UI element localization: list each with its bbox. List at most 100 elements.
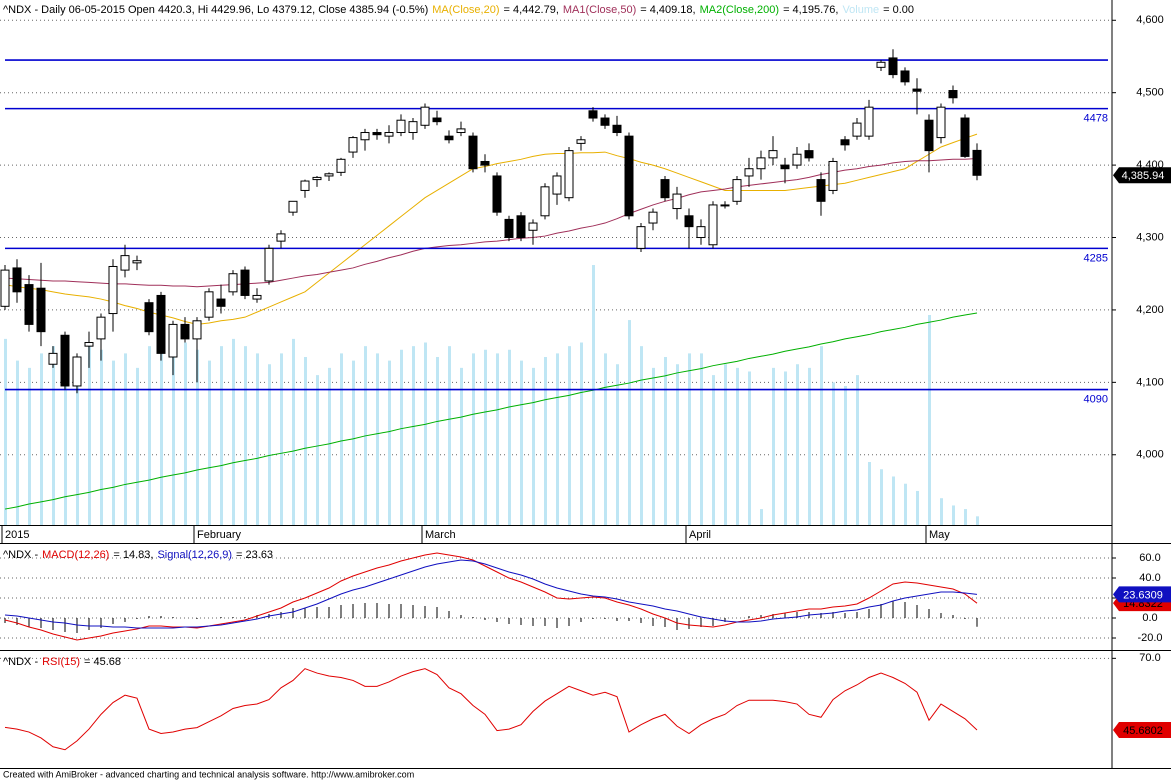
candle-body: [864, 106, 874, 137]
candle-body: [408, 121, 418, 134]
volume-bar: [136, 367, 139, 525]
volume-bar: [628, 320, 631, 525]
legend-value: = 4,442.79,: [504, 4, 559, 16]
candle-body: [624, 135, 634, 217]
value-label: 45.6802: [1123, 725, 1163, 737]
candle-body: [456, 128, 466, 134]
y-tick-label: 60.0: [1139, 552, 1160, 564]
volume-bar: [208, 360, 211, 525]
volume-bar: [844, 385, 847, 525]
pane-header: ^NDX - RSI(15) = 45.68: [3, 656, 121, 668]
volume-bar: [424, 342, 427, 525]
level-label: 4090: [1084, 393, 1108, 405]
legend-value: = 14.83,: [113, 549, 153, 561]
candle-body: [336, 158, 346, 173]
candle-body: [252, 294, 262, 300]
candle-body: [156, 294, 166, 354]
volume-bar: [556, 353, 559, 525]
legend-value: = 4,195.76,: [783, 4, 838, 16]
candle-body: [780, 164, 790, 170]
volume-bar: [580, 342, 583, 525]
volume-bar: [520, 360, 523, 525]
header-title: ^NDX -: [3, 549, 38, 561]
candle-body: [324, 173, 334, 177]
y-tick-label: 4,000: [1136, 449, 1164, 461]
volume-bar: [316, 375, 319, 525]
legend-name: RSI(15): [42, 656, 80, 668]
volume-bar: [340, 353, 343, 525]
volume-bar: [856, 375, 859, 525]
volume-bar: [568, 346, 571, 525]
candle-body: [924, 119, 934, 152]
candle-body: [120, 255, 130, 271]
volume-bar: [892, 476, 895, 525]
volume-bar: [664, 357, 667, 525]
volume-bar: [184, 342, 187, 525]
volume-bar: [244, 346, 247, 525]
y-tick-label: -20.0: [1137, 632, 1162, 644]
volume-bar: [196, 349, 199, 525]
candle-body: [168, 323, 178, 358]
line-series: [4, 668, 978, 751]
candle-body: [312, 176, 322, 181]
legend-name: MACD(12,26): [42, 549, 109, 561]
header-title: ^NDX - Daily 06-05-2015 Open 4420.3, Hi …: [3, 4, 428, 16]
candle-body: [372, 132, 382, 136]
volume-bar: [484, 349, 487, 525]
candle-body: [516, 215, 526, 239]
volume-bar: [172, 331, 175, 525]
candle-body: [852, 122, 862, 137]
candle-body: [876, 61, 886, 68]
y-tick-label: 4,300: [1136, 231, 1164, 243]
volume-bar: [724, 364, 727, 525]
value-box: [1113, 722, 1171, 739]
candle-body: [48, 352, 58, 365]
volume-bar: [904, 483, 907, 525]
volume-bar: [880, 469, 883, 525]
volume-bar: [328, 367, 331, 525]
volume-bar: [220, 346, 223, 525]
volume-bar: [88, 346, 91, 525]
candle-body: [60, 334, 70, 387]
volume-bar: [64, 367, 67, 525]
legend-name: Signal(12,26,9): [157, 549, 232, 561]
footer: Created with AmiBroker - advanced charti…: [3, 769, 414, 779]
level-label: 4285: [1084, 252, 1108, 264]
legend-value: = 4,409.18,: [640, 4, 695, 16]
volume-bar: [832, 382, 835, 525]
candle-body: [144, 302, 154, 333]
candle-body: [300, 180, 310, 191]
volume-bar: [148, 346, 151, 525]
volume-bar: [940, 498, 943, 525]
pane-header: ^NDX - Daily 06-05-2015 Open 4420.3, Hi …: [3, 4, 914, 16]
candle-body: [24, 284, 34, 325]
candle-body: [540, 186, 550, 217]
volume-bar: [688, 353, 691, 525]
candle-body: [552, 175, 562, 195]
volume-bar: [616, 364, 619, 525]
candle-body: [960, 117, 970, 157]
candle-body: [192, 320, 202, 340]
candle-body: [564, 150, 574, 199]
candle-body: [384, 132, 394, 137]
volume-bar: [640, 346, 643, 525]
candle-body: [972, 149, 982, 176]
line-series: [4, 157, 978, 288]
x-tick-label: March: [425, 529, 456, 541]
candle-body: [936, 106, 946, 139]
candle-body: [804, 150, 814, 159]
volume-bar: [16, 360, 19, 525]
candle-body: [744, 168, 754, 177]
candle-body: [180, 323, 190, 340]
y-tick-label: 70.0: [1139, 652, 1160, 664]
volume-bar: [352, 360, 355, 525]
candle-body: [756, 157, 766, 170]
legend-value: = 45.68: [84, 656, 121, 668]
candle-body: [900, 70, 910, 83]
candle-body: [96, 316, 106, 340]
volume-bar: [952, 505, 955, 525]
volume-bar: [736, 367, 739, 525]
volume-bar: [124, 353, 127, 525]
candle-body: [0, 269, 10, 307]
candle-body: [840, 139, 850, 146]
